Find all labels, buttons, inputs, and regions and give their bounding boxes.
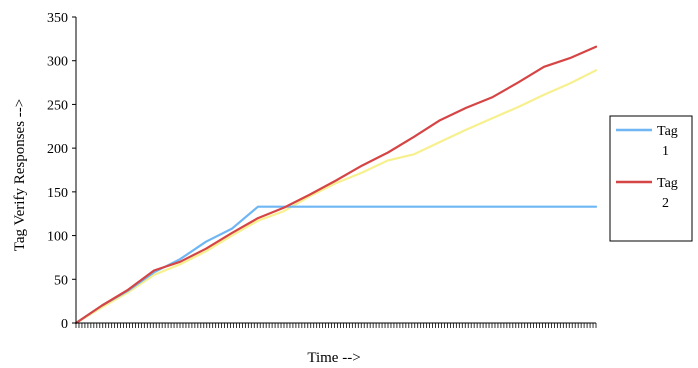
y-tick-label: 350: [47, 11, 68, 26]
y-axis: 0 50 100 150 200 250 300 350: [47, 11, 77, 332]
y-tick-label: 100: [47, 230, 68, 245]
x-axis-title: Time -->: [307, 350, 360, 366]
legend: Tag 1 Tag 2: [609, 115, 693, 242]
y-tick-label: 300: [47, 55, 68, 70]
y-tick-label: 200: [47, 142, 68, 157]
y-tick-label: 50: [54, 273, 68, 288]
y-tick-label: 0: [61, 317, 68, 332]
x-axis: [75, 322, 597, 328]
legend-label-tag-2: Tag 2: [657, 176, 678, 211]
series-line-unlabeled: [74, 69, 598, 325]
y-axis-title: Tag Verify Responses -->: [12, 99, 28, 252]
legend-box: [609, 115, 693, 242]
y-tick-label: 150: [47, 186, 68, 201]
y-tick-label: 250: [47, 98, 68, 113]
series-line-tag-2: [74, 45, 598, 325]
series-line-tag-1: [74, 205, 598, 325]
plot-area: [74, 45, 598, 325]
legend-label-tag-1: Tag 1: [657, 124, 678, 159]
